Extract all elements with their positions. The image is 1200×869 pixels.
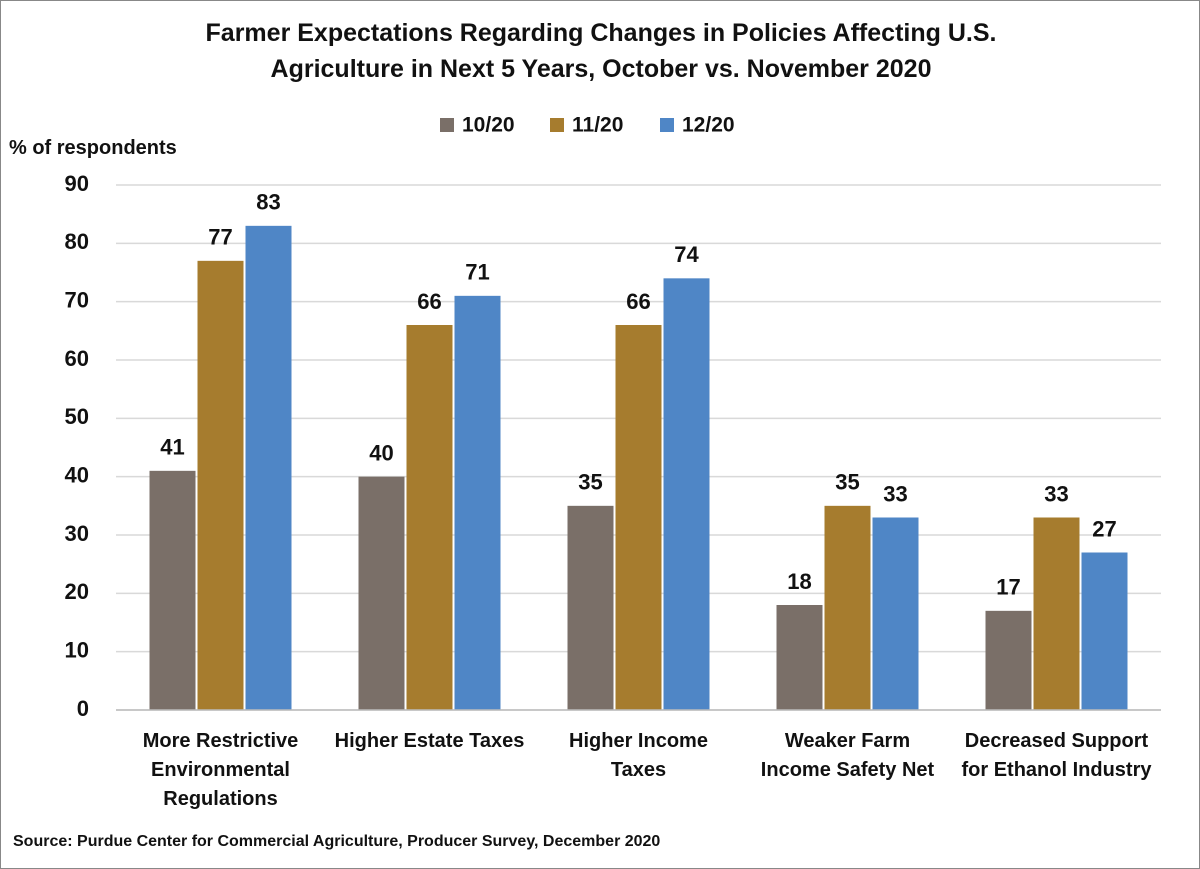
bar — [776, 605, 823, 710]
data-label: 33 — [1044, 481, 1068, 506]
y-tick-label: 40 — [65, 462, 89, 487]
x-tick-label: Higher Estate Taxes — [334, 730, 525, 752]
bar — [358, 476, 405, 710]
y-tick-label: 30 — [65, 521, 89, 546]
data-label: 18 — [787, 569, 811, 594]
legend-swatch — [660, 118, 674, 132]
y-tick-label: 20 — [65, 579, 89, 604]
bar — [197, 260, 244, 710]
data-label: 40 — [369, 440, 393, 465]
data-label: 83 — [256, 190, 280, 215]
data-label: 35 — [835, 470, 859, 495]
bar — [985, 610, 1032, 710]
data-label: 41 — [160, 435, 184, 460]
legend-label: 12/20 — [682, 114, 735, 137]
bar — [1033, 517, 1080, 710]
legend-swatch — [440, 118, 454, 132]
x-tick-label: Weaker Farm Income Safety Net — [760, 730, 935, 781]
data-label: 66 — [417, 289, 441, 314]
legend-label: 11/20 — [572, 114, 623, 137]
data-label: 33 — [883, 481, 907, 506]
y-axis-label: % of respondents — [9, 137, 177, 159]
bar — [149, 470, 196, 710]
bar — [567, 505, 614, 710]
data-label: 17 — [996, 575, 1020, 600]
data-label: 77 — [208, 225, 232, 250]
data-label: 35 — [578, 470, 602, 495]
y-tick-label: 10 — [65, 637, 89, 662]
x-tick-label: Higher Income Taxes — [569, 730, 708, 781]
source: Source: Purdue Center for Commercial Agr… — [13, 833, 661, 850]
bar — [1081, 552, 1128, 710]
legend-label: 10/20 — [462, 114, 515, 137]
y-tick-label: 90 — [65, 171, 89, 196]
bar — [824, 505, 871, 710]
data-label: 74 — [674, 242, 699, 267]
y-tick-label: 50 — [65, 404, 89, 429]
x-tick-label: Decreased Support for Ethanol Industry — [961, 730, 1152, 781]
data-label: 71 — [465, 260, 489, 285]
bar — [615, 325, 662, 710]
x-tick-label: More Restrictive Environmental Regulatio… — [142, 730, 299, 810]
data-label: 27 — [1092, 516, 1116, 541]
y-tick-label: 80 — [65, 229, 89, 254]
y-tick-label: 70 — [65, 287, 89, 312]
y-tick-label: 0 — [77, 696, 89, 721]
data-label: 66 — [626, 289, 650, 314]
chart-title: Farmer Expectations Regarding Changes in… — [205, 19, 997, 83]
bar — [406, 325, 453, 710]
bar — [454, 295, 501, 710]
bar — [245, 225, 292, 711]
bar — [872, 517, 919, 710]
y-tick-label: 60 — [65, 346, 89, 371]
bar — [663, 278, 710, 710]
legend-swatch — [550, 118, 564, 132]
